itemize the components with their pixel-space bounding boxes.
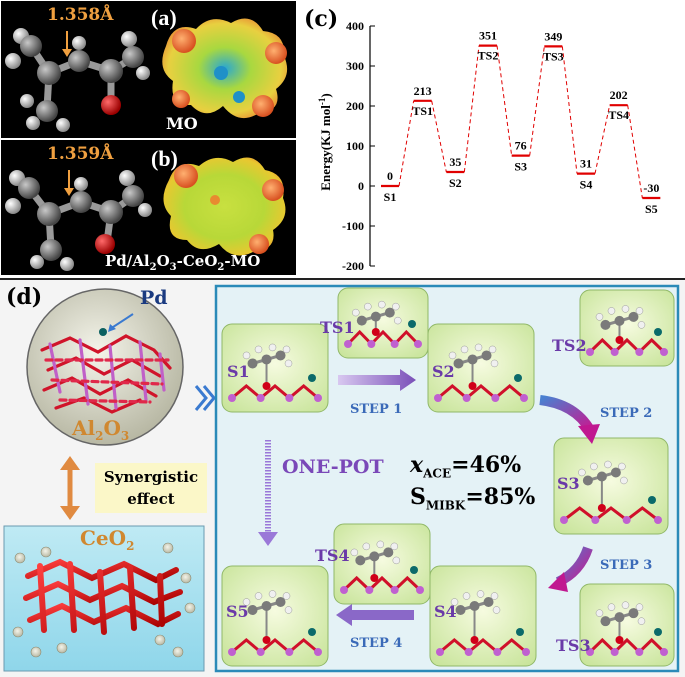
y-tick-label: 100	[346, 139, 364, 153]
y-axis-label: Energy(KJ mol-1)	[317, 93, 333, 190]
energy-state-ts3: TS3	[543, 49, 564, 63]
y-tick-label: 300	[346, 59, 364, 73]
panel-c-label: (c)	[304, 6, 339, 32]
state-label-s2: S2	[432, 362, 455, 381]
energy-value-s4: 31	[580, 157, 592, 171]
al2o3-lattice	[40, 334, 172, 414]
energy-connector	[627, 105, 643, 199]
energy-state-ts2: TS2	[478, 49, 499, 63]
energy-connector	[561, 46, 578, 174]
energy-connector	[594, 105, 611, 174]
y-tick-label: 400	[346, 19, 364, 33]
state-label-ts2: TS2	[552, 336, 587, 355]
state-label-s4: S4	[434, 602, 457, 621]
panel-d-graphics	[3, 284, 680, 673]
energy-state-ts1: TS1	[412, 104, 433, 118]
panel-d-label: (d)	[6, 284, 43, 310]
s-mibk-label: SMIBK=85%	[410, 484, 536, 513]
pd-atom	[99, 328, 107, 336]
step-3-label: STEP 3	[600, 558, 653, 573]
energy-connector	[463, 45, 480, 173]
ceo2-label: CeO2	[80, 526, 135, 553]
synergy-box	[95, 463, 207, 513]
energy-state-s3: S3	[514, 160, 527, 174]
energy-value-ts4: 202	[610, 88, 628, 102]
energy-state-s1: S1	[384, 190, 397, 204]
energy-connector	[431, 100, 447, 173]
panel-a-molecule	[5, 18, 288, 132]
energy-value-s2: 35	[449, 155, 461, 169]
panel-d: (d)	[0, 278, 685, 677]
state-label-s1: S1	[227, 362, 250, 381]
energy-value-s3: 76	[515, 139, 527, 153]
energy-value-s1: 0	[387, 169, 393, 183]
panel-b-caption: Pd/Al2O3-CeO2-MO	[105, 252, 261, 273]
y-tick-label: 0	[358, 179, 364, 193]
panel-a-bond-length: 1.358Å	[47, 5, 114, 25]
step-4-label: STEP 4	[350, 636, 403, 651]
step-1-label: STEP 1	[350, 402, 403, 417]
y-tick-label: -100	[342, 219, 364, 233]
panel-b: (b) 1.359Å Pd/Al2O3-CeO2-MO	[1, 140, 296, 275]
one-pot-label: ONE-POT	[282, 456, 384, 478]
y-tick-label: 200	[346, 99, 364, 113]
step-2-label: STEP 2	[600, 406, 653, 421]
ceo2-lattice	[23, 558, 183, 635]
panel-c: (c) -200 -100 0 100 200 300 400 Energy(KJ mol-1…	[298, 0, 684, 278]
panel-b-label: (b)	[151, 146, 178, 171]
energy-value-ts2: 351	[479, 29, 497, 43]
panel-b-molecule	[5, 157, 286, 271]
energy-value-s5: -30	[643, 181, 659, 195]
energy-connector	[496, 45, 513, 156]
energy-state-s4: S4	[580, 178, 593, 192]
energy-state-ts4: TS4	[608, 108, 629, 122]
al2o3-label: Al2O3	[72, 416, 130, 443]
energy-state-s2: S2	[449, 176, 462, 190]
state-label-ts4: TS4	[315, 546, 350, 565]
panel-a: (a) 1.358Å MO	[1, 1, 296, 138]
x-ace-label: xACE=46%	[410, 452, 522, 481]
energy-state-s5: S5	[645, 202, 658, 216]
panel-a-caption: MO	[166, 114, 198, 133]
state-label-ts3: TS3	[556, 636, 591, 655]
state-label-s5: S5	[226, 602, 249, 621]
energy-connector	[529, 46, 545, 156]
energy-value-ts1: 213	[414, 84, 432, 98]
pd-label: Pd	[140, 287, 168, 309]
panel-a-label: (a)	[151, 5, 177, 30]
energy-profile-chart: -200 -100 0 100 200 300 400 Energy(KJ mol-1) 0 S1…	[317, 19, 661, 273]
state-label-ts1: TS1	[320, 318, 355, 337]
synergy-text: Synergistic effect	[103, 468, 199, 508]
panel-b-bond-length: 1.359Å	[47, 144, 114, 164]
y-tick-label: -200	[342, 259, 364, 273]
state-label-s3: S3	[557, 474, 580, 493]
energy-value-ts3: 349	[544, 29, 562, 43]
energy-connector	[398, 100, 415, 187]
